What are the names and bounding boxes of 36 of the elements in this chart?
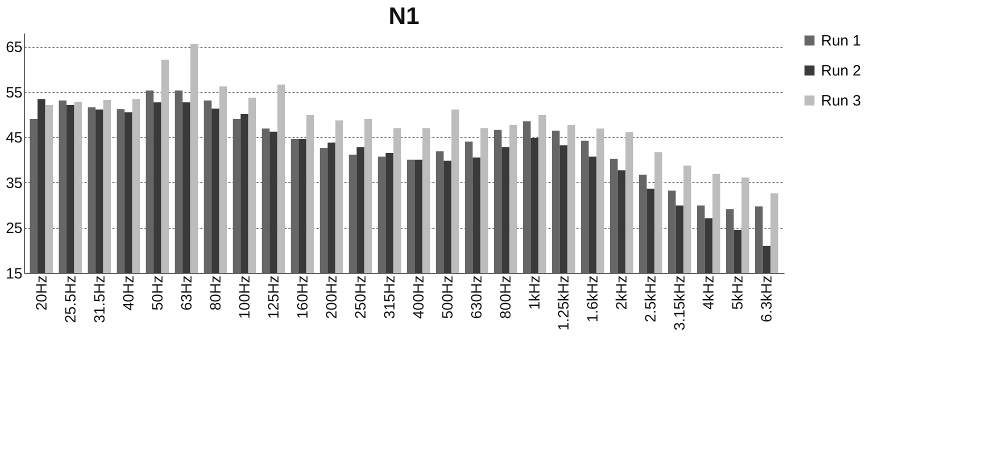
x-tick-label: 1.25kHz: [556, 276, 573, 331]
x-tick-label: 1.6kHz: [584, 276, 602, 322]
x-tick-label: 20Hz: [33, 276, 50, 311]
x-tick-label: 200Hz: [323, 276, 340, 319]
x-tick-label: 315Hz: [381, 276, 398, 319]
x-tick-label: 4kHz: [700, 276, 718, 310]
y-tick-label: 35: [6, 174, 22, 192]
y-tick-label: 55: [6, 84, 22, 102]
x-tick-label: 800Hz: [498, 276, 515, 319]
x-tick-label: 400Hz: [410, 276, 428, 319]
x-tick-label: 50Hz: [149, 276, 166, 311]
x-tick-label: 250Hz: [352, 276, 370, 319]
legend-label: Run 1: [821, 32, 862, 50]
x-tick-label: 160Hz: [294, 276, 312, 319]
y-tick-label: 25: [6, 220, 22, 238]
x-tick-label: 630Hz: [468, 276, 486, 319]
x-tick-label: 63Hz: [178, 276, 196, 311]
x-tick-label: 3.15kHz: [672, 276, 689, 331]
x-tick-label: 2kHz: [614, 276, 631, 310]
y-tick-label: 15: [6, 266, 22, 282]
x-tick-label: 100Hz: [236, 276, 254, 319]
x-tick-label: 80Hz: [207, 276, 224, 311]
x-tick-label: 5kHz: [730, 276, 747, 310]
x-tick-label: 6.3kHz: [758, 276, 776, 322]
x-tick-label: 2.5kHz: [642, 276, 660, 322]
x-tick-label: 1kHz: [526, 276, 544, 310]
x-tick-label: 31.5Hz: [91, 276, 108, 324]
x-tick-label: 25.5Hz: [62, 276, 80, 324]
legend-label: Run 2: [821, 62, 862, 80]
x-tick-label: 125Hz: [265, 276, 282, 319]
x-tick-label: 40Hz: [120, 276, 138, 311]
x-tick-label: 500Hz: [440, 276, 457, 319]
legend-label: Run 3: [821, 92, 862, 110]
chart-title: N1: [388, 3, 420, 30]
y-tick-label: 65: [6, 39, 22, 56]
y-tick-label: 45: [6, 130, 22, 147]
